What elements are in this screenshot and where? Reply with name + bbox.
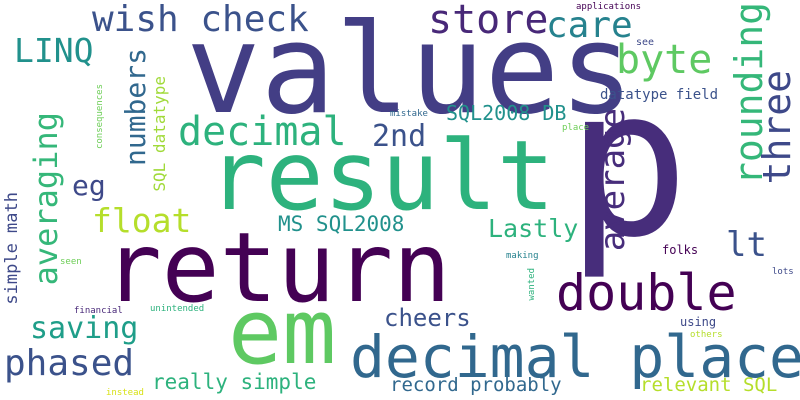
word-relevant-sql: relevant SQL xyxy=(640,374,778,396)
word-really-simple: really simple xyxy=(152,370,317,394)
word-double: double xyxy=(556,264,737,322)
word-record-probably: record probably xyxy=(390,374,562,396)
word-see: see xyxy=(636,37,655,48)
word-byte: byte xyxy=(616,37,713,83)
word-folks: folks xyxy=(662,243,699,257)
word-applications: applications xyxy=(576,2,642,12)
word-phased: phased xyxy=(4,343,135,384)
word-seen: seen xyxy=(60,257,82,267)
word-lastly: Lastly xyxy=(488,214,579,243)
word-eg: eg xyxy=(72,169,106,202)
word-values: values xyxy=(186,0,634,142)
word-three: three xyxy=(755,70,799,185)
word-wanted: wanted xyxy=(527,268,537,301)
word-float: float xyxy=(92,201,192,240)
word-averaging: averaging xyxy=(27,112,65,286)
word-saving: saving xyxy=(30,311,139,346)
word-cheers: cheers xyxy=(384,304,471,332)
word-average: average xyxy=(593,108,633,252)
word-others: others xyxy=(690,330,723,340)
word-em: em xyxy=(228,280,337,385)
word-unintended: unintended xyxy=(150,304,205,314)
word-instead: instead xyxy=(106,388,144,398)
word-store: store xyxy=(428,0,549,43)
word-sql-datatype: SQL datatype xyxy=(150,76,169,192)
word-decimal-place: decimal place xyxy=(350,323,800,391)
word-financial: financial xyxy=(74,306,123,316)
word-p: p xyxy=(566,45,690,283)
word-datatype-field: datatype field xyxy=(600,87,719,103)
word-using: using xyxy=(680,315,717,329)
word-result: result xyxy=(208,120,555,232)
word-lt: lt xyxy=(726,225,767,265)
word-sql2008-db: SQL2008 DB xyxy=(446,101,567,125)
word-consequences: consequences xyxy=(95,84,105,150)
word-simple-math: simple math xyxy=(2,192,22,305)
word-linq: LINQ xyxy=(14,31,94,70)
word-making: making xyxy=(506,251,539,261)
word-wish-check: wish check xyxy=(92,0,309,40)
word-ms-sql2008: MS SQL2008 xyxy=(278,212,405,236)
word-place: place xyxy=(562,123,590,133)
word-lots: lots xyxy=(772,267,794,277)
word-care: care xyxy=(546,5,633,46)
word-return: return xyxy=(104,212,451,324)
word-numbers: numbers xyxy=(119,48,152,167)
word-mistake: mistake xyxy=(390,109,428,119)
word-2nd: 2nd xyxy=(372,119,427,154)
word-decimal: decimal xyxy=(178,109,347,155)
